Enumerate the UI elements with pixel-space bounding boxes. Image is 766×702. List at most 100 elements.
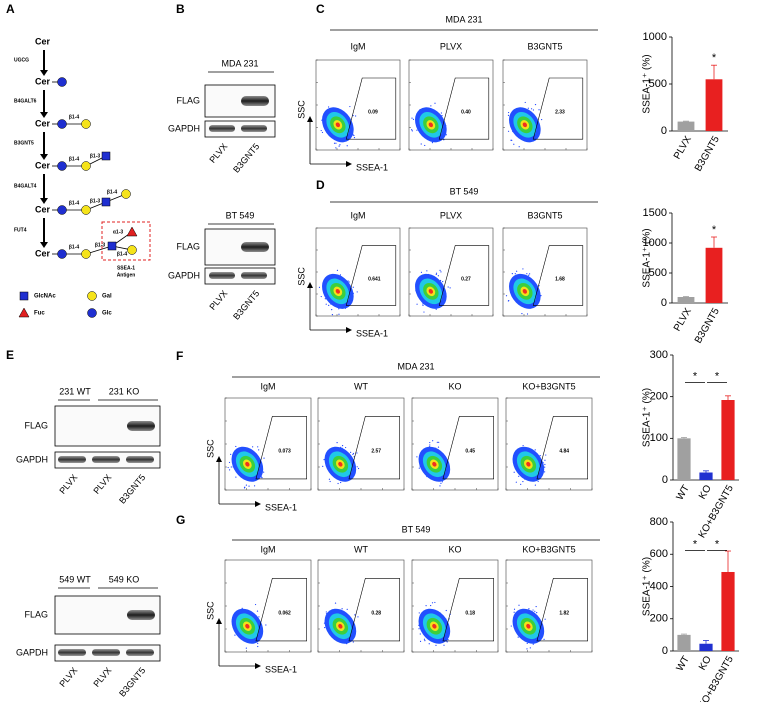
- significance: *: [693, 370, 698, 382]
- antigen-box: [101, 221, 151, 261]
- event-dot: [420, 271, 423, 273]
- blot-band: [126, 456, 154, 463]
- event-dot: [320, 129, 322, 132]
- event-dot: [329, 480, 331, 483]
- event-dot: [265, 624, 267, 626]
- event-dot: [432, 440, 434, 442]
- event-dot: [430, 604, 432, 607]
- event-dot: [352, 286, 354, 288]
- flow-title: BT 549: [402, 524, 431, 534]
- event-dot: [339, 144, 341, 146]
- gal-residue: [121, 189, 131, 199]
- event-dot: [334, 602, 337, 604]
- glc-residue: [57, 119, 67, 129]
- event-dot: [435, 272, 438, 274]
- gate: [532, 245, 584, 306]
- bar: [677, 438, 691, 480]
- gate: [536, 416, 589, 480]
- event-dot: [532, 643, 534, 645]
- event-dot: [416, 129, 418, 131]
- arrow-head: [307, 282, 313, 288]
- event-dot: [507, 300, 509, 302]
- gate: [536, 578, 589, 642]
- event-dot: [522, 268, 524, 270]
- lane-label: PLVX: [57, 472, 79, 496]
- event-dot: [544, 466, 546, 468]
- event-dot: [230, 466, 232, 468]
- lane-label: B3GNT5: [117, 472, 147, 505]
- density-contour: [428, 289, 434, 294]
- row-label: FLAG: [24, 609, 48, 619]
- legend-label: GlcNAc: [34, 294, 56, 300]
- y-tick-label: 0: [662, 474, 668, 486]
- linkage-label: β1-3: [95, 242, 105, 248]
- plot-label: KO+B3GNT5: [522, 381, 575, 391]
- event-dot: [513, 143, 515, 145]
- gate-value: 0.062: [278, 611, 291, 617]
- axis-label: SSEA-1: [265, 664, 297, 674]
- event-dot: [522, 444, 524, 447]
- axis-label: SSC: [205, 601, 215, 620]
- lane-label: PLVX: [91, 472, 113, 496]
- linkage-label: β1-3: [90, 198, 100, 204]
- axis-label: SSC: [296, 100, 306, 119]
- density-contour: [338, 461, 343, 467]
- plot-label: IgM: [350, 210, 365, 220]
- gate-value: 0.40: [461, 110, 471, 116]
- enzyme-label: B3GNT5: [14, 140, 34, 146]
- gate-value: 0.09: [368, 110, 378, 116]
- y-tick-label: 1000: [643, 31, 667, 43]
- event-dot: [253, 485, 256, 487]
- lane-label: PLVX: [207, 288, 229, 312]
- glcnac-residue: [101, 151, 111, 161]
- flow-title: MDA 231: [445, 14, 482, 24]
- event-dot: [248, 485, 250, 487]
- event-dot: [422, 304, 424, 307]
- event-dot: [257, 645, 259, 648]
- blot-band: [92, 649, 120, 656]
- y-axis-label: SSEA-1⁺ (%): [642, 557, 653, 616]
- plot-frame: [317, 559, 405, 653]
- event-dot: [526, 313, 529, 315]
- gal-residue: [81, 119, 91, 129]
- gate-value: 2.57: [371, 449, 381, 455]
- y-tick-label: 200: [650, 613, 668, 625]
- gate-value: 1.82: [559, 611, 569, 617]
- x-tick-label: KO: [697, 483, 714, 501]
- event-dot: [513, 611, 515, 613]
- error-bar: [725, 395, 731, 400]
- event-dot: [541, 118, 543, 121]
- density-contour: [335, 289, 341, 294]
- event-dot: [429, 444, 431, 446]
- y-tick-label: 500: [649, 78, 667, 90]
- event-dot: [328, 478, 331, 480]
- event-dot: [513, 471, 515, 473]
- gate: [345, 245, 397, 306]
- event-dot: [419, 633, 421, 635]
- linkage-label: β1-4: [69, 200, 79, 206]
- y-tick-label: 200: [650, 391, 668, 403]
- event-dot: [261, 476, 263, 479]
- event-dot: [505, 295, 508, 297]
- event-dot: [411, 129, 413, 131]
- event-dot: [328, 106, 330, 108]
- event-dot: [535, 605, 537, 608]
- event-dot: [507, 111, 510, 114]
- linkage-label: β1-4: [107, 189, 117, 195]
- cer-label: Cer: [35, 248, 51, 258]
- density-contour: [335, 122, 341, 128]
- cer-label: Cer: [35, 204, 51, 214]
- arrow-head: [40, 154, 48, 160]
- event-dot: [507, 114, 510, 117]
- event-dot: [418, 628, 420, 630]
- y-axis-label: SSEA-1⁺ (%): [642, 228, 653, 287]
- bar: [677, 297, 695, 303]
- lane-label: PLVX: [207, 141, 229, 165]
- arrow-head: [40, 70, 48, 76]
- plot-frame: [315, 59, 401, 151]
- event-dot: [258, 449, 260, 451]
- y-tick-label: 0: [661, 125, 667, 137]
- row-label: FLAG: [176, 241, 200, 251]
- event-dot: [416, 303, 418, 305]
- event-dot: [511, 139, 513, 141]
